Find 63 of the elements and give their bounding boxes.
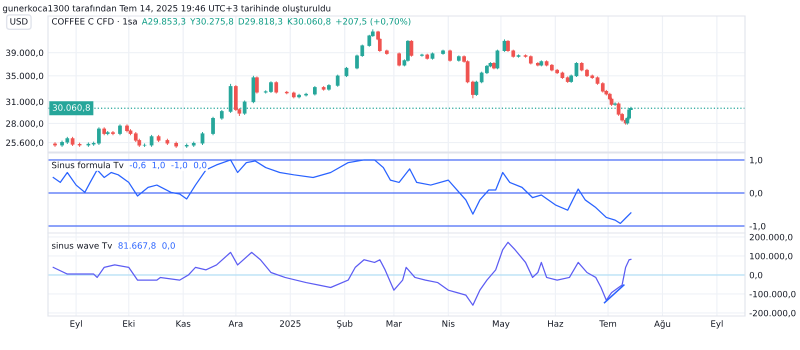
candlestick — [336, 74, 340, 88]
x-tick-label: Kas — [176, 320, 190, 327]
candlestick — [274, 80, 278, 94]
x-tick-label: Tem — [599, 320, 616, 327]
x-tick-label: Eki — [123, 320, 134, 327]
x-tick-label: Nis — [442, 320, 455, 327]
y-tick-label: -200.000,0 — [750, 310, 796, 318]
candlestick — [313, 86, 317, 96]
annotation: 0,0 — [194, 162, 206, 170]
candlestick — [502, 38, 506, 52]
x-tick-label: 2025 — [280, 320, 300, 327]
y-tick-label: 35.000,0 — [6, 72, 44, 80]
candlestick — [406, 40, 410, 62]
y-tick-label: 31.000,0 — [6, 98, 44, 106]
annotation: 1,0 — [152, 162, 165, 170]
text: USD — [10, 18, 28, 25]
y-tick-label: 0,0 — [750, 190, 762, 198]
y-tick-label: -100.000,0 — [750, 290, 796, 298]
annotation: D29.818,3 — [238, 18, 282, 26]
line-series — [52, 242, 632, 306]
x-tick-label: Mar — [386, 320, 402, 327]
candlestick — [496, 49, 500, 70]
y-tick-label: 1,0 — [750, 156, 762, 164]
y-tick-label: -1,0 — [750, 222, 766, 230]
y-tick-label: 0,0 — [750, 272, 762, 280]
y-tick-label: 200.000,0 — [750, 234, 792, 242]
annotation: COFFEE C CFD · 1sa — [52, 18, 137, 25]
y-tick-label: 100.000,0 — [750, 252, 792, 260]
candlestick — [344, 66, 348, 78]
candlestick — [397, 52, 401, 67]
candlestick — [118, 124, 122, 136]
annotation: -0,6 — [130, 162, 146, 170]
annotation: +207,5 (+0,70%) — [336, 18, 410, 26]
x-tick-label: May — [492, 320, 510, 328]
annotation: sinus wave Tv — [52, 242, 112, 249]
candlestick — [211, 116, 215, 136]
annotation: Y30.275,8 — [190, 18, 234, 26]
candlestick — [200, 132, 204, 146]
x-tick-label: Eyl — [70, 320, 82, 328]
annotation: 81.667,8 — [118, 242, 156, 250]
y-tick-label: 25.600,0 — [6, 139, 44, 147]
x-tick-label: Ağu — [654, 320, 670, 329]
x-tick-label: Haz — [548, 320, 564, 327]
y-tick-label: 28.000,0 — [6, 120, 44, 128]
ref-line-label: 30.060,8 — [52, 104, 90, 112]
annotation: A29.853,3 — [142, 18, 186, 26]
candlestick — [410, 40, 414, 58]
candlestick — [448, 49, 452, 62]
x-tick-label: Eyl — [711, 320, 723, 328]
candlestick — [255, 76, 259, 94]
candlestick — [150, 134, 154, 148]
candlestick — [220, 110, 224, 120]
annotation: 0,0 — [162, 242, 175, 250]
x-tick-label: Şub — [337, 320, 352, 328]
x-tick-label: Ara — [228, 320, 242, 327]
candlestick — [70, 136, 74, 146]
annotation: Sinus formula Tv — [52, 162, 124, 168]
y-tick-label: 39.000,0 — [6, 50, 44, 57]
candlestick — [142, 142, 146, 148]
text: gunerkoca1300 tarafından Tem 14, 2025 19:46 UTC+3 tarihinde oluşturuldu — [2, 4, 330, 14]
annotation: K30.060,8 — [288, 18, 330, 26]
line-series — [52, 159, 632, 224]
annotation: -1,0 — [171, 162, 188, 170]
